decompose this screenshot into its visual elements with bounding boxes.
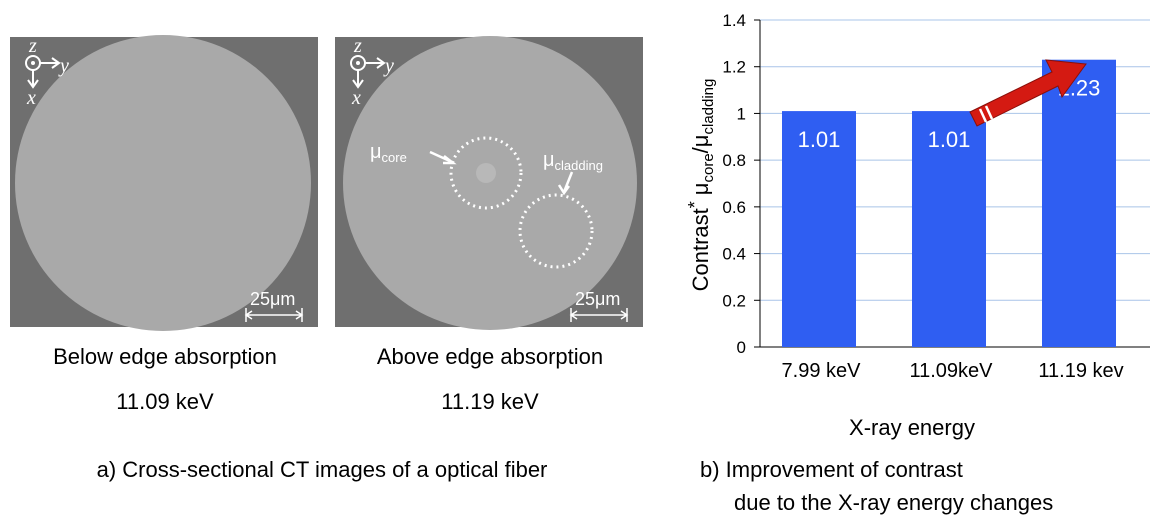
y-label-main: Contrast [688, 208, 713, 291]
y-tick-label: 1 [737, 104, 746, 123]
y-tick-label: 1.4 [722, 11, 746, 30]
y-label-mu: μ [688, 135, 713, 148]
panel-b-caption: b) Improvement of contrast [700, 457, 963, 482]
y-label-sub: cladding [700, 79, 717, 135]
panel-b-caption: due to the X-ray energy changes [734, 490, 1053, 515]
axis-icon [31, 61, 35, 65]
y-label-sub: core [700, 153, 717, 182]
axis-x: x [351, 87, 361, 109]
y-tick-label: 0.8 [722, 151, 746, 170]
y-tick-label: 1.2 [722, 58, 746, 77]
axis-y: y [383, 55, 394, 77]
axis-z: z [353, 35, 362, 57]
y-tick-label: 0.6 [722, 198, 746, 217]
scale-label: 25μm [250, 289, 295, 309]
x-tick-label: 11.19 kev [1038, 360, 1123, 382]
y-tick-label: 0.4 [722, 245, 746, 264]
axis-y: y [58, 55, 69, 77]
mu: μ [543, 149, 555, 171]
mu: μ [370, 141, 382, 163]
image-caption: Below edge absorption [53, 344, 277, 369]
x-axis-label: X-ray energy [849, 415, 975, 440]
figure: z y x 25μm z y x μcore μcladding 25μm Be… [0, 0, 1172, 526]
ct-image-1: z y x 25μm [10, 35, 318, 331]
core-spot [476, 163, 496, 183]
y-label-star: * [685, 201, 705, 208]
axis-x: x [26, 87, 36, 109]
x-tick-label: 11.09keV [909, 360, 993, 382]
scale-label: 25μm [575, 289, 620, 309]
y-tick-label: 0 [737, 338, 746, 357]
bar [1042, 60, 1116, 347]
ct-image-2: z y x μcore μcladding 25μm [335, 35, 643, 330]
value-label: 1.01 [798, 127, 841, 152]
panel-a-caption: a) Cross-sectional CT images of a optica… [97, 457, 548, 482]
axis-icon [356, 61, 360, 65]
subscript: core [382, 150, 407, 165]
image-caption: Above edge absorption [377, 344, 603, 369]
fiber-cross-section [15, 35, 311, 331]
image-energy: 11.19 keV [441, 389, 539, 414]
y-axis-label: Contrast*μcore/μcladding [685, 79, 717, 292]
x-tick-label: 7.99 keV [782, 360, 862, 382]
image-energy: 11.09 keV [116, 389, 214, 414]
fiber-cross-section [343, 36, 637, 330]
y-tick-label: 0.2 [722, 291, 746, 310]
value-label: 1.01 [928, 127, 971, 152]
axis-z: z [28, 35, 37, 57]
subscript: cladding [555, 158, 603, 173]
y-label-mu: μ [688, 183, 713, 196]
